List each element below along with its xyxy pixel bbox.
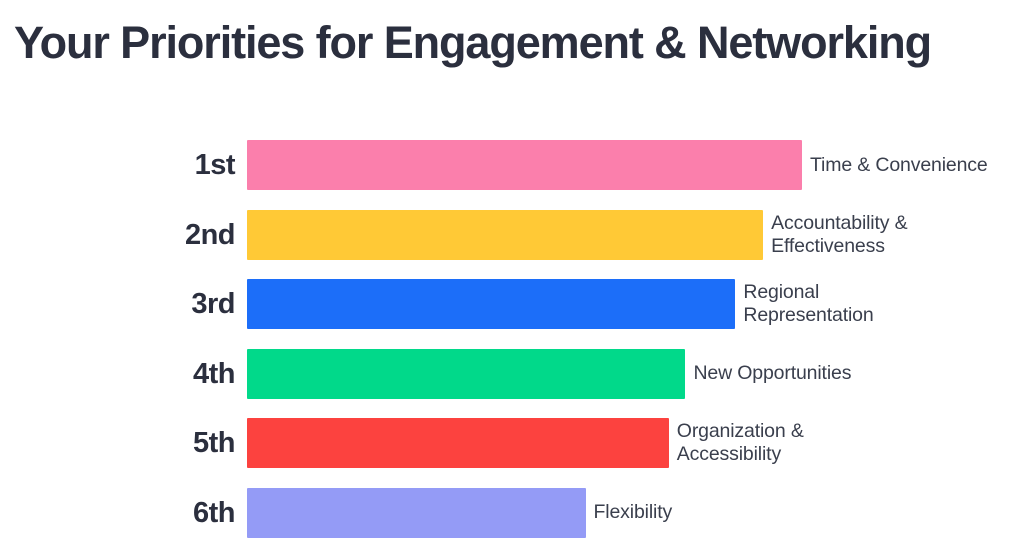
bar-blue[interactable] — [247, 279, 736, 329]
bar-category-label-line: Accountability & — [771, 211, 908, 234]
bar-category-label: Regional Representation — [743, 279, 873, 329]
bar-category-label-line: Regional — [743, 281, 820, 303]
bar-category-label-line: Organization & — [676, 420, 804, 442]
bar-pink[interactable] — [247, 140, 802, 190]
bar-rank-label: 6th — [193, 496, 236, 529]
bar-green[interactable] — [247, 348, 686, 399]
bar-category-label-line: Representation — [743, 304, 874, 326]
bar-yellow[interactable] — [247, 209, 764, 260]
bar-category-label-line: Accessibility — [676, 443, 782, 465]
bar-row: 3rd Regional Representation — [0, 279, 1024, 329]
bar-category-label: New Opportunities — [693, 349, 851, 399]
bar-category-label: Organization & Accessibility — [677, 418, 804, 468]
bar-periwinkle[interactable] — [247, 487, 586, 538]
bar-fill — [247, 140, 802, 190]
bar-fill — [247, 279, 736, 329]
bar-fill — [247, 209, 764, 260]
bar-category-label: Flexibility — [594, 488, 673, 538]
bar-row: 1st Time & Convenience — [0, 140, 1024, 190]
bar-fill — [247, 348, 686, 399]
bar-category-label-line: Time & Convenience — [810, 153, 988, 176]
bar-row: 6th Flexibility — [0, 487, 1024, 538]
bar-category-label: Time & Convenience — [810, 140, 988, 190]
priorities-bar-chart: 1st Time & Convenience 2nd Accountability &… — [0, 133, 1024, 547]
bar-rank-label: 5th — [193, 427, 236, 459]
bar-fill — [247, 418, 669, 468]
page-title: Your Priorities for Engagement & Network… — [14, 17, 932, 68]
bar-red[interactable] — [247, 418, 669, 468]
bar-row: 4th New Opportunities — [0, 348, 1024, 399]
bar-category-label-line: Flexibility — [593, 501, 673, 523]
bar-rank-label: 4th — [193, 357, 236, 390]
bar-row: 2nd Accountability & Effectiveness — [0, 209, 1024, 260]
bar-rank-label: 2nd — [184, 218, 236, 251]
bar-category-label-line: New Opportunities — [693, 362, 852, 384]
bar-fill — [247, 487, 586, 538]
bar-row: 5th Organization & Accessibility — [0, 418, 1024, 468]
bar-rank-label: 1st — [194, 149, 236, 181]
bar-category-label-line: Effectiveness — [771, 234, 885, 257]
bar-rank-label: 3rd — [191, 288, 235, 320]
bar-category-label: Accountability & Effectiveness — [771, 210, 907, 260]
